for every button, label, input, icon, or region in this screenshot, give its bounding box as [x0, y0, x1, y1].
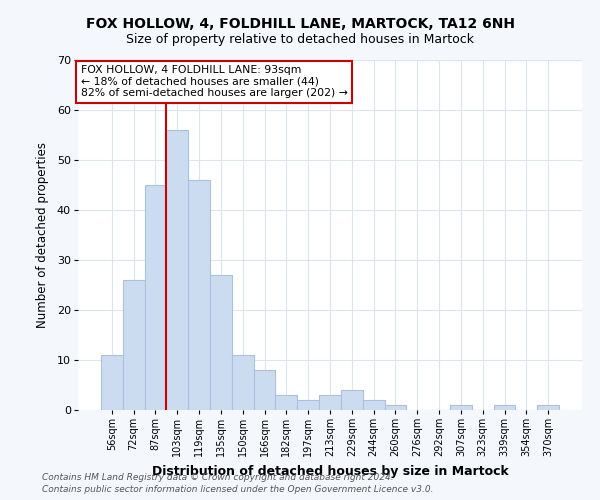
Bar	[319, 395, 341, 410]
Bar	[254, 370, 275, 410]
Text: Size of property relative to detached houses in Martock: Size of property relative to detached ho…	[126, 32, 474, 46]
Bar	[101, 355, 123, 410]
Bar	[166, 130, 188, 410]
Bar	[188, 180, 210, 410]
Text: FOX HOLLOW, 4, FOLDHILL LANE, MARTOCK, TA12 6NH: FOX HOLLOW, 4, FOLDHILL LANE, MARTOCK, T…	[86, 18, 515, 32]
Text: Contains HM Land Registry data © Crown copyright and database right 2024.: Contains HM Land Registry data © Crown c…	[42, 472, 394, 482]
Bar	[450, 405, 472, 410]
Y-axis label: Number of detached properties: Number of detached properties	[35, 142, 49, 328]
Bar	[145, 185, 166, 410]
Bar	[275, 395, 297, 410]
Text: FOX HOLLOW, 4 FOLDHILL LANE: 93sqm
← 18% of detached houses are smaller (44)
82%: FOX HOLLOW, 4 FOLDHILL LANE: 93sqm ← 18%…	[80, 66, 347, 98]
Bar	[210, 275, 232, 410]
X-axis label: Distribution of detached houses by size in Martock: Distribution of detached houses by size …	[152, 464, 508, 477]
Bar	[123, 280, 145, 410]
Bar	[297, 400, 319, 410]
Bar	[385, 405, 406, 410]
Bar	[494, 405, 515, 410]
Bar	[341, 390, 363, 410]
Bar	[363, 400, 385, 410]
Bar	[537, 405, 559, 410]
Bar	[232, 355, 254, 410]
Text: Contains public sector information licensed under the Open Government Licence v3: Contains public sector information licen…	[42, 485, 433, 494]
